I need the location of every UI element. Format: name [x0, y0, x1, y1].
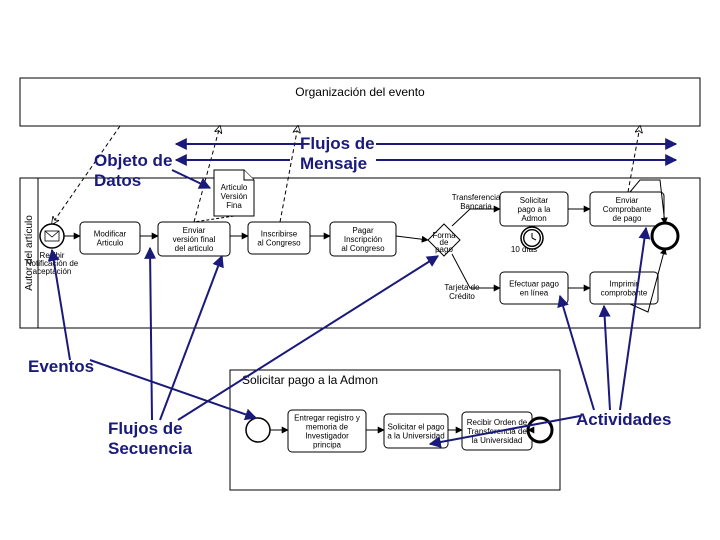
svg-text:Enviar: Enviar: [616, 196, 639, 205]
svg-text:Crédito: Crédito: [449, 292, 475, 301]
svg-text:Recibir Orden de: Recibir Orden de: [467, 418, 528, 427]
svg-text:Eventos: Eventos: [28, 357, 94, 376]
annotation-arrow-9: [178, 256, 438, 420]
annotation-arrow-11: [560, 296, 594, 410]
svg-text:Comprobante: Comprobante: [603, 205, 652, 214]
svg-text:Datos: Datos: [94, 171, 141, 190]
sequence-flow-4: [396, 236, 428, 240]
svg-text:Admon: Admon: [521, 214, 546, 223]
svg-text:Versión: Versión: [221, 192, 248, 201]
svg-text:en línea: en línea: [520, 289, 549, 298]
svg-text:de pago: de pago: [613, 214, 642, 223]
svg-text:Pagar: Pagar: [352, 226, 374, 235]
svg-text:a la Universidad: a la Universidad: [387, 432, 444, 441]
annotation-arrow-13: [620, 228, 646, 410]
svg-text:Fina: Fina: [226, 201, 242, 210]
svg-text:Articulo: Articulo: [97, 239, 124, 248]
svg-text:Solicitar pago a la Admon: Solicitar pago a la Admon: [242, 373, 378, 387]
svg-text:Flujos de: Flujos de: [300, 134, 375, 153]
svg-text:Organización del evento: Organización del evento: [295, 85, 425, 99]
annotation-arrow-7: [150, 248, 152, 420]
svg-text:Articulo: Articulo: [221, 183, 248, 192]
svg-text:pago: pago: [435, 245, 453, 254]
annotation-arrow-6: [90, 360, 256, 418]
svg-text:Secuencia: Secuencia: [108, 439, 193, 458]
annotation-arrow-0: [172, 170, 210, 188]
svg-text:Inscribirse: Inscribirse: [261, 230, 298, 239]
svg-text:Solicitar: Solicitar: [520, 196, 549, 205]
svg-text:Entregar registro y: Entregar registro y: [294, 414, 360, 423]
svg-text:la Universidad: la Universidad: [472, 436, 523, 445]
svg-text:Investigador: Investigador: [305, 432, 349, 441]
svg-text:comprobante: comprobante: [601, 289, 648, 298]
svg-text:Bancaria: Bancaria: [460, 202, 492, 211]
svg-text:Transferencia: Transferencia: [452, 193, 501, 202]
svg-text:Mensaje: Mensaje: [300, 154, 367, 173]
lane-label-author: Autor del artículo: [24, 215, 35, 291]
svg-text:Actividades: Actividades: [576, 410, 671, 429]
svg-text:Imprimir: Imprimir: [610, 280, 639, 289]
svg-text:versión final: versión final: [173, 235, 216, 244]
svg-text:Objeto de: Objeto de: [94, 151, 172, 170]
svg-text:del articulo: del articulo: [175, 244, 214, 253]
end-event-main: [652, 223, 678, 249]
svg-text:memoria de: memoria de: [306, 423, 349, 432]
svg-text:Enviar: Enviar: [183, 226, 206, 235]
svg-text:al Congreso: al Congreso: [257, 239, 301, 248]
svg-text:aceptación: aceptación: [33, 267, 72, 276]
svg-text:Efectuar pago: Efectuar pago: [509, 280, 559, 289]
sequence-flow-5: [452, 209, 500, 226]
svg-text:Flujos de: Flujos de: [108, 419, 183, 438]
svg-text:al Congreso: al Congreso: [341, 244, 385, 253]
svg-text:pago a la: pago a la: [518, 205, 551, 214]
annotation-arrow-12: [604, 306, 610, 410]
svg-text:Solicitar el pago: Solicitar el pago: [388, 423, 445, 432]
svg-text:Inscripción: Inscripción: [344, 235, 382, 244]
svg-text:principa: principa: [313, 441, 342, 450]
svg-text:Modificar: Modificar: [94, 230, 127, 239]
message-flow-2: [280, 126, 298, 222]
start-event-sub: [246, 418, 270, 442]
